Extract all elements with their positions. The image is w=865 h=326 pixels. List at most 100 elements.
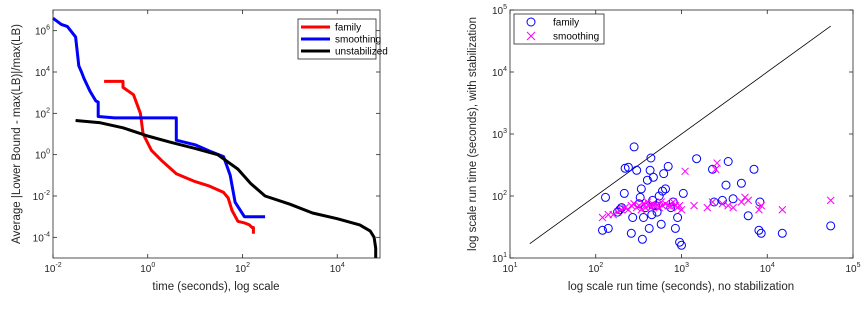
- point-family: [749, 164, 759, 174]
- point-smoothing: [690, 201, 698, 210]
- point-smoothing: [755, 205, 763, 214]
- point-smoothing: [598, 213, 607, 222]
- x-tick-label: 104: [330, 262, 345, 275]
- point-family: [708, 164, 717, 174]
- legend-family-marker: [526, 17, 536, 27]
- left-chart-xlabel: time (seconds), log scale: [152, 281, 279, 293]
- point-smoothing: [729, 203, 737, 212]
- point-family: [678, 188, 688, 198]
- point-smoothing: [641, 203, 650, 212]
- right-chart-legend: family smoothing: [513, 13, 605, 45]
- x-tick-label: 100: [140, 262, 155, 275]
- y-tick-label: 104: [35, 66, 50, 79]
- right-chart-xlabel: log scale run time (seconds), no stabili…: [568, 281, 794, 293]
- point-smoothing: [675, 201, 684, 210]
- legend-family-label-2: family: [553, 18, 579, 29]
- point-family: [723, 157, 733, 166]
- series-line-unstabilized: [75, 119, 378, 258]
- left-chart-ylabel: Average |Lower Bound - max(LB)|/max(LB): [11, 24, 23, 244]
- point-family: [670, 223, 680, 233]
- point-smoothing: [664, 201, 673, 210]
- y-tick-label: 101: [492, 252, 507, 265]
- point-smoothing: [744, 196, 753, 205]
- point-family: [754, 225, 764, 235]
- point-family: [777, 228, 787, 238]
- point-family: [656, 219, 666, 229]
- point-family: [692, 154, 702, 164]
- right-chart-ylabel: log scale run time (seconds), with stabi…: [467, 17, 479, 251]
- point-family: [721, 180, 731, 190]
- point-smoothing: [708, 198, 717, 206]
- x-tick-label: 102: [588, 262, 603, 275]
- point-family: [629, 142, 639, 152]
- x-tick-label: 103: [674, 262, 689, 275]
- point-family: [651, 201, 661, 211]
- left-chart-y-ticks: 10-4 10-2 100 102 104 106: [33, 25, 380, 244]
- series-line-family: [104, 79, 255, 234]
- point-family: [659, 169, 669, 179]
- point-family: [626, 228, 636, 238]
- point-smoothing: [630, 199, 638, 208]
- point-smoothing: [609, 210, 618, 219]
- y-tick-label: 103: [492, 128, 507, 141]
- legend-smoothing-label: smoothing: [335, 35, 381, 46]
- left-chart: 10-2 100 102 104 10-4 10-2 100 102 104 106 time …: [11, 9, 388, 293]
- point-smoothing: [643, 198, 652, 206]
- right-legend-box: [513, 13, 605, 45]
- y-tick-label: 10-2: [33, 190, 50, 203]
- left-chart-legend: family smoothing unstabilized: [297, 18, 388, 60]
- point-family: [673, 213, 683, 222]
- point-family: [736, 178, 746, 188]
- right-chart-diagonal: [529, 25, 831, 245]
- y-tick-label: 102: [35, 107, 50, 120]
- point-family: [646, 153, 656, 163]
- right-chart: 101 102 103 104 105 101 102 103 104 105 log scal…: [467, 4, 861, 293]
- point-smoothing: [624, 205, 633, 214]
- point-family: [635, 192, 645, 202]
- legend-smoothing-marker: [526, 31, 536, 41]
- point-family: [628, 213, 638, 222]
- series-line-smoothing: [52, 16, 266, 219]
- left-chart-axes-box: [52, 9, 381, 259]
- point-family: [728, 194, 738, 204]
- point-smoothing: [718, 199, 727, 208]
- point-smoothing: [826, 196, 835, 205]
- point-family: [756, 228, 766, 238]
- point-family: [755, 197, 765, 207]
- point-smoothing: [621, 203, 629, 212]
- y-tick-label: 10-4: [33, 231, 50, 244]
- point-family: [663, 161, 673, 171]
- x-tick-label: 10-2: [44, 262, 61, 275]
- point-smoothing: [713, 159, 721, 167]
- point-family: [637, 234, 647, 244]
- point-smoothing: [711, 165, 720, 174]
- point-family: [619, 188, 629, 198]
- point-smoothing: [778, 205, 787, 214]
- point-smoothing: [635, 201, 643, 210]
- point-smoothing: [669, 198, 678, 206]
- diagonal-line: [529, 25, 831, 245]
- right-chart-x-ticks: 101 102 103 104 105: [502, 10, 861, 275]
- point-family: [632, 165, 642, 175]
- x-tick-label: 105: [845, 262, 860, 275]
- point-family: [642, 175, 652, 185]
- point-family: [639, 213, 648, 222]
- legend-unstabilized-label: unstabilized: [335, 47, 388, 58]
- y-tick-label: 100: [35, 149, 50, 162]
- point-family: [644, 223, 654, 233]
- y-tick-label: 106: [35, 25, 50, 38]
- point-family: [677, 240, 686, 250]
- point-smoothing: [737, 198, 746, 206]
- point-family: [636, 184, 646, 194]
- point-smoothing: [666, 202, 675, 211]
- x-tick-label: 104: [760, 262, 775, 275]
- legend-family-label: family: [335, 23, 361, 34]
- point-smoothing: [613, 208, 622, 216]
- point-family: [601, 192, 610, 202]
- point-smoothing: [637, 205, 646, 214]
- left-chart-x-ticks: 10-2 100 102 104: [44, 10, 345, 275]
- point-family: [647, 210, 657, 220]
- point-family: [661, 184, 670, 194]
- x-tick-label: 102: [235, 262, 250, 275]
